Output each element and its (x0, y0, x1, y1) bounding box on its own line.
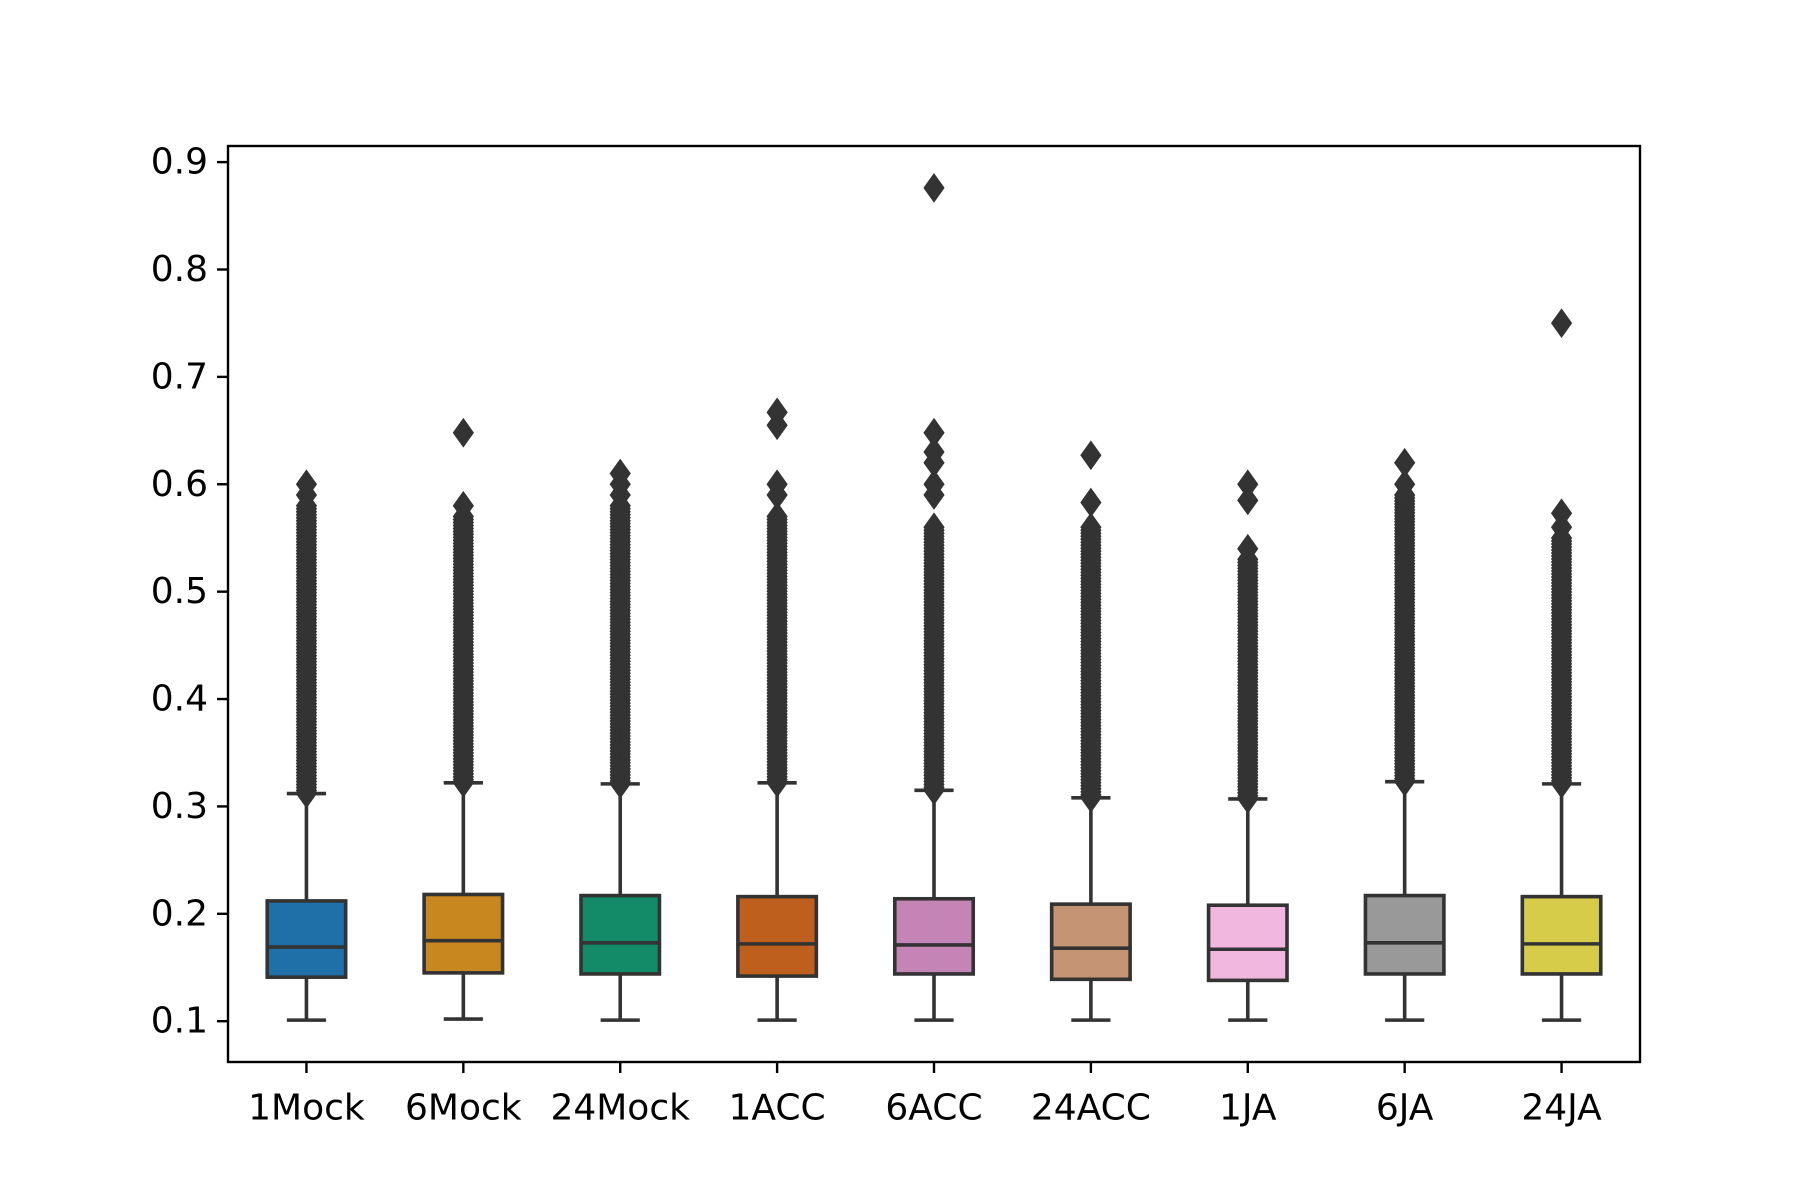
box-group-6JA (1363, 447, 1446, 1022)
x-tick-label: 24Mock (550, 1088, 690, 1129)
y-axis: 0.1 0.2 0.3 0.4 0.5 0.6 0.7 0.8 0.9 (151, 142, 228, 1042)
y-tick-label: 0.3 (151, 786, 208, 827)
outlier-marker (923, 417, 945, 448)
box-iqr (265, 899, 348, 979)
box-iqr (1520, 894, 1603, 976)
outlier-marker (766, 501, 788, 532)
outlier-marker (1237, 485, 1259, 516)
x-tick-label: 6JA (1376, 1088, 1434, 1129)
box-iqr (736, 894, 819, 978)
outlier-marker (1080, 512, 1102, 543)
outlier-marker (452, 490, 474, 521)
outlier-marker (923, 437, 945, 467)
box-iqr (1206, 903, 1289, 983)
x-tick-label: 1Mock (248, 1088, 365, 1129)
outlier-marker (1080, 440, 1102, 471)
box-iqr (579, 893, 662, 976)
outlier-marker (295, 469, 318, 500)
outlier-marker (1237, 533, 1259, 564)
x-tick-label: 1JA (1219, 1088, 1277, 1129)
box-group-1Mock (265, 469, 348, 1022)
outlier-marker (1080, 487, 1102, 518)
x-tick-label: 24JA (1521, 1088, 1602, 1129)
outlier-marker (1550, 498, 1573, 529)
outlier-marker (923, 173, 945, 203)
box-group-24Mock (579, 458, 662, 1022)
y-tick-label: 0.1 (151, 1001, 208, 1042)
y-tick-label: 0.4 (151, 679, 208, 720)
x-tick-label: 6ACC (885, 1088, 982, 1129)
x-axis: 1Mock 6Mock 24Mock 1ACC 6ACC 24ACC 1JA 6JA 24JA (248, 1062, 1602, 1129)
y-tick-label: 0.7 (151, 356, 208, 397)
y-tick-label: 0.6 (151, 464, 208, 505)
y-tick-label: 0.2 (151, 893, 208, 934)
boxes-layer (265, 173, 1603, 1022)
box-group-6ACC (892, 173, 976, 1022)
outlier-marker (1394, 447, 1416, 478)
outlier-marker (1394, 469, 1416, 500)
box-group-6Mock (422, 417, 505, 1021)
box-group-1ACC (736, 397, 819, 1022)
outlier-marker (609, 458, 631, 489)
box-group-24ACC (1049, 440, 1132, 1022)
outlier-marker (923, 512, 945, 543)
box-iqr (892, 896, 976, 976)
y-tick-label: 0.8 (151, 249, 208, 290)
outlier-marker (766, 469, 788, 500)
box-group-1JA (1206, 469, 1289, 1022)
outlier-marker (1237, 469, 1259, 500)
box-iqr (1363, 893, 1446, 976)
box-iqr (1049, 902, 1132, 982)
outlier-marker (452, 417, 474, 448)
x-tick-label: 24ACC (1031, 1088, 1151, 1129)
y-tick-label: 0.9 (151, 142, 208, 183)
y-tick-label: 0.5 (151, 571, 208, 612)
outlier-marker (923, 469, 945, 500)
x-tick-label: 6Mock (405, 1088, 522, 1129)
x-tick-label: 1ACC (729, 1088, 826, 1129)
box-iqr (422, 892, 505, 975)
outlier-marker (1550, 308, 1573, 339)
outlier-marker (766, 397, 788, 428)
box-group-24JA (1520, 308, 1603, 1022)
